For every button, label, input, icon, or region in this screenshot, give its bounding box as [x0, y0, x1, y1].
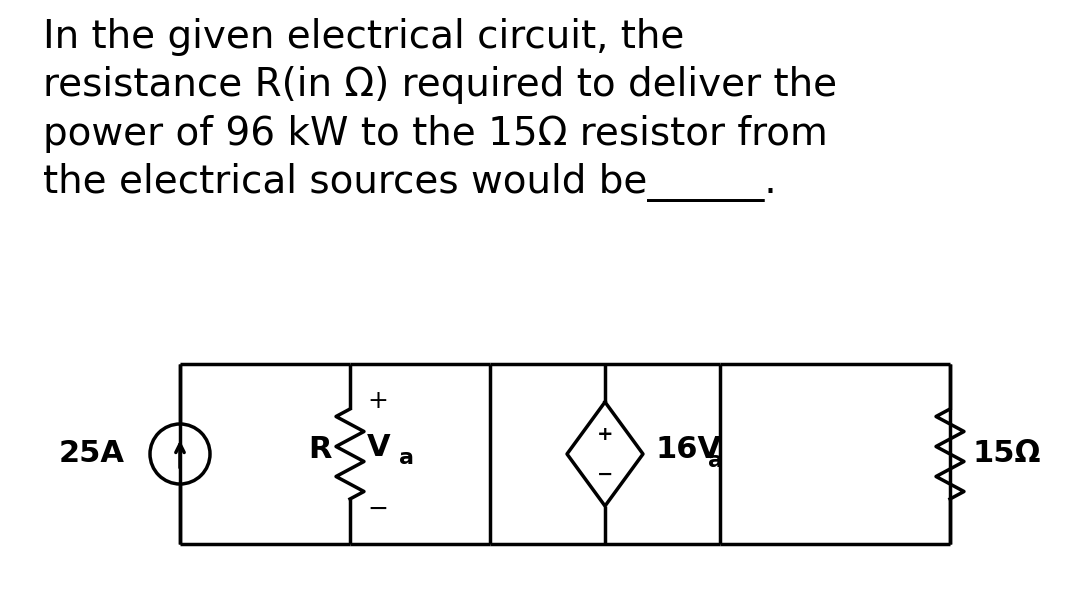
Text: a: a — [708, 451, 723, 471]
Text: −: − — [367, 497, 388, 521]
Text: R: R — [309, 435, 332, 464]
Text: 16V: 16V — [654, 435, 721, 465]
Text: 25A: 25A — [59, 439, 125, 468]
Text: V: V — [367, 434, 391, 462]
Text: a: a — [399, 448, 414, 468]
Text: 15Ω: 15Ω — [972, 439, 1040, 468]
Text: In the given electrical circuit, the
resistance R(in Ω) required to deliver the
: In the given electrical circuit, the res… — [43, 18, 837, 202]
Text: −: − — [597, 465, 613, 484]
Text: +: + — [367, 389, 388, 413]
Text: +: + — [597, 425, 613, 444]
